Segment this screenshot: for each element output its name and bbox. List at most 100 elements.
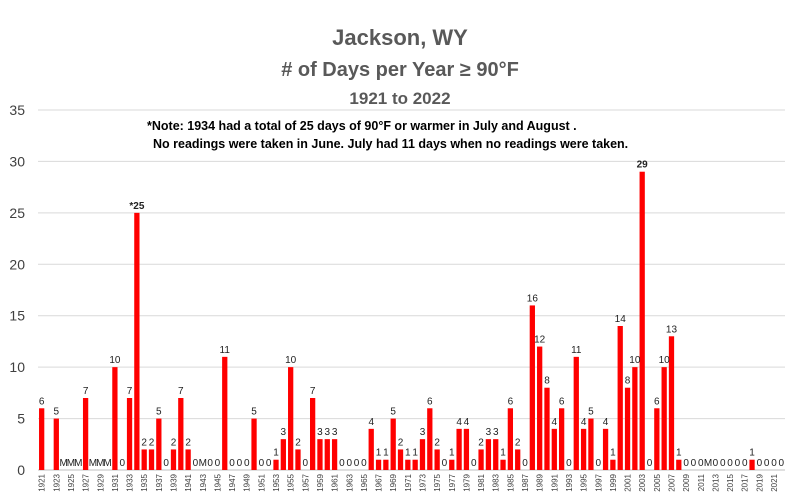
x-tick-label: 1955 — [287, 473, 296, 491]
data-label: 0 — [757, 458, 763, 469]
data-label: 0 — [193, 458, 199, 469]
x-tick-label: 2017 — [741, 473, 750, 491]
data-label: 2 — [149, 437, 155, 448]
data-label: 0 — [522, 458, 528, 469]
x-tick-label: 1967 — [375, 473, 384, 491]
data-label: 4 — [603, 417, 609, 428]
bar — [588, 418, 594, 470]
data-label: 13 — [666, 324, 678, 335]
x-tick-label: 1991 — [550, 473, 559, 491]
data-label: 5 — [54, 407, 60, 418]
y-tick-label: 35 — [9, 102, 25, 118]
data-label: 6 — [427, 396, 433, 407]
data-label: 3 — [493, 427, 499, 438]
data-label: 3 — [324, 427, 330, 438]
data-label: 0 — [779, 458, 785, 469]
y-tick-label: 15 — [9, 308, 25, 324]
x-tick-label: 2021 — [770, 473, 779, 491]
bar — [309, 398, 316, 470]
data-label: 4 — [456, 417, 462, 428]
chart-title: Jackson, WY — [332, 25, 468, 50]
data-label: 0 — [303, 458, 309, 469]
data-label: 3 — [420, 427, 426, 438]
x-tick-label: 1935 — [140, 473, 149, 491]
data-label: 0 — [354, 458, 360, 469]
x-tick-label: 2001 — [624, 473, 633, 491]
bar — [375, 459, 382, 470]
bar — [478, 449, 484, 470]
data-label: 1 — [405, 448, 411, 459]
data-label: 1 — [273, 448, 279, 459]
chart-subtitle: # of Days per Year ≥ 90°F — [281, 59, 519, 81]
data-label: 3 — [486, 427, 492, 438]
x-tick-label: 1925 — [67, 473, 76, 491]
bar — [295, 449, 301, 470]
x-tick-label: 2007 — [667, 473, 676, 491]
y-tick-label: 10 — [9, 359, 25, 375]
bar — [515, 449, 521, 470]
bar — [251, 418, 257, 470]
x-axis-ticks: 1921 1923 1925 1927 1929 1931 1933 1935 1937 1939… — [38, 473, 779, 491]
y-tick-label: 0 — [17, 462, 25, 478]
bar — [148, 449, 155, 470]
bar — [317, 439, 323, 470]
gridlines — [38, 109, 785, 471]
bar — [82, 398, 89, 470]
data-label: 4 — [368, 417, 374, 428]
x-tick-label: 1943 — [199, 473, 208, 491]
bar — [639, 171, 645, 470]
data-label: 1 — [749, 448, 755, 459]
data-label: 0 — [346, 458, 352, 469]
bar — [676, 459, 682, 470]
x-tick-label: 1927 — [82, 473, 91, 491]
data-label: M — [199, 458, 207, 469]
x-tick-label: 1979 — [462, 473, 471, 491]
data-label: 5 — [390, 407, 396, 418]
x-tick-label: 1971 — [404, 473, 413, 491]
data-label: *25 — [129, 201, 144, 212]
x-tick-label: 1981 — [477, 473, 486, 491]
data-label: 16 — [527, 293, 539, 304]
data-label: 7 — [310, 386, 316, 397]
x-tick-label: 1983 — [492, 473, 501, 491]
data-label: M — [89, 458, 97, 469]
data-label: 0 — [713, 458, 719, 469]
x-tick-label: 1921 — [38, 473, 47, 491]
x-tick-label: 1999 — [609, 473, 618, 491]
x-tick-label: 2019 — [755, 473, 764, 491]
x-tick-label: 1995 — [580, 473, 589, 491]
chart-note-line2: No readings were taken in June. July had… — [153, 137, 628, 151]
bar — [383, 459, 389, 470]
x-tick-label: 1961 — [331, 473, 340, 491]
data-label: 4 — [464, 417, 470, 428]
data-label: 0 — [727, 458, 733, 469]
bar — [661, 367, 667, 470]
bar — [507, 408, 514, 470]
data-label: 0 — [683, 458, 689, 469]
x-tick-label: 2013 — [711, 473, 720, 491]
data-label: 0 — [163, 458, 169, 469]
bar — [449, 459, 455, 470]
data-label: 7 — [83, 386, 89, 397]
data-label: 3 — [281, 427, 287, 438]
data-label: 8 — [544, 376, 550, 387]
bar — [551, 428, 557, 470]
data-label: 1 — [676, 448, 682, 459]
bar — [141, 449, 147, 470]
data-label: 0 — [647, 458, 653, 469]
data-label: 0 — [229, 458, 235, 469]
data-label: 1 — [383, 448, 389, 459]
bar — [558, 408, 565, 470]
data-label: M — [96, 458, 104, 469]
bar — [178, 398, 184, 470]
data-label: 0 — [742, 458, 748, 469]
data-label: 0 — [566, 458, 572, 469]
data-label: 1 — [449, 448, 455, 459]
bar — [412, 459, 418, 470]
data-label: 2 — [478, 437, 484, 448]
data-label: 0 — [442, 458, 448, 469]
data-label: 0 — [339, 458, 345, 469]
bar — [624, 387, 631, 470]
